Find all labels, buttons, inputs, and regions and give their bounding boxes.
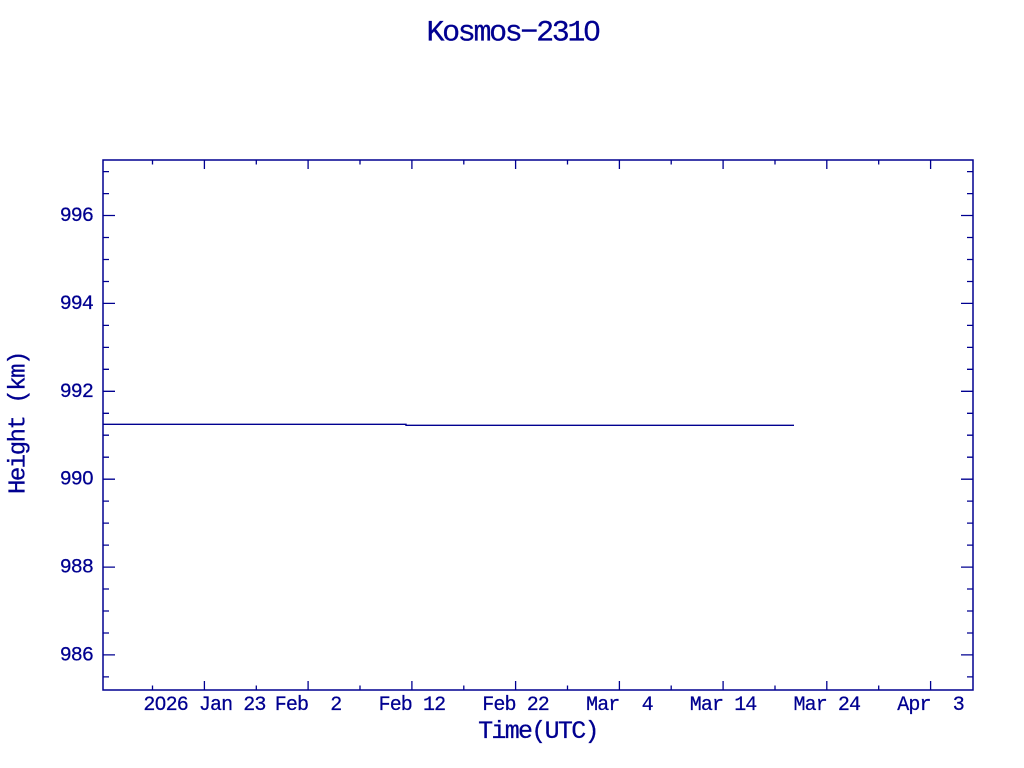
- svg-text:Apr 3: Apr 3: [897, 694, 964, 717]
- svg-text:996: 996: [60, 205, 93, 228]
- svg-text:Mar 4: Mar 4: [586, 694, 653, 717]
- svg-text:994: 994: [60, 293, 93, 316]
- svg-text:988: 988: [60, 557, 93, 580]
- svg-text:Mar 14: Mar 14: [690, 694, 757, 717]
- svg-text:992: 992: [60, 381, 93, 404]
- svg-text:Feb 2: Feb 2: [275, 694, 342, 717]
- svg-text:990: 990: [60, 469, 93, 492]
- svg-text:986: 986: [60, 645, 93, 668]
- svg-text:Kosmos−2310: Kosmos−2310: [427, 17, 601, 51]
- svg-text:Height (km): Height (km): [6, 352, 33, 494]
- svg-text:Feb 22: Feb 22: [482, 694, 549, 717]
- svg-text:Mar 24: Mar 24: [794, 694, 861, 717]
- svg-text:Time(UTC): Time(UTC): [478, 717, 598, 746]
- svg-text:Feb 12: Feb 12: [379, 694, 446, 717]
- svg-text:2026 Jan 23: 2026 Jan 23: [143, 694, 265, 717]
